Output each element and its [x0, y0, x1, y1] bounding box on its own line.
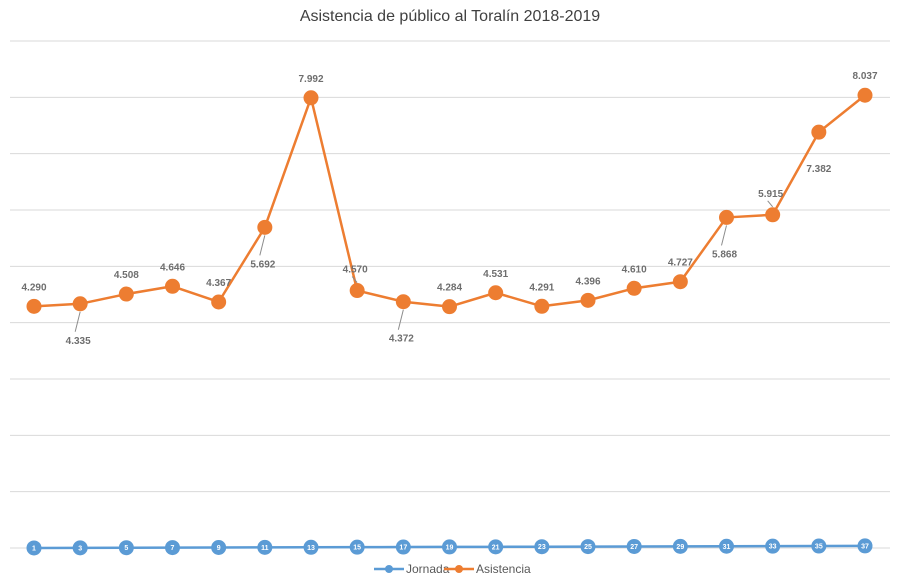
asistencia-point: [626, 280, 642, 296]
asistencia-point: [765, 207, 781, 223]
jornada-point: [488, 539, 504, 555]
leader-line: [767, 200, 774, 208]
asistencia-point: [442, 299, 457, 315]
asistencia-data-label: 7.992: [298, 74, 323, 85]
jornada-data-label: 27: [630, 544, 638, 551]
jornada-data-label: 25: [584, 544, 592, 551]
jornada-point: [442, 539, 457, 555]
jornada-data-label: 3: [78, 545, 82, 552]
legend-marker-asistencia: [455, 565, 463, 573]
series-line-asistencia: [33, 94, 866, 308]
jornada-point: [534, 539, 550, 555]
asistencia-data-label: 4.508: [114, 270, 139, 281]
jornada-data-label: 29: [676, 544, 684, 551]
asistencia-data-label: 5.692: [250, 259, 275, 270]
jornada-point: [580, 539, 596, 555]
jornada-data-label: 19: [446, 544, 454, 551]
legend-label-asistencia: Asistencia: [476, 562, 531, 576]
asistencia-point: [257, 219, 273, 235]
legend-marker-jornada: [385, 565, 393, 573]
asistencia-point: [534, 298, 550, 314]
asistencia-point: [811, 124, 827, 140]
asistencia-data-label: 4.372: [389, 334, 414, 345]
jornada-data-label: 31: [723, 544, 731, 551]
asistencia-data-label: 4.646: [160, 262, 185, 273]
jornada-data-label: 35: [815, 544, 823, 551]
asistencia-point: [211, 294, 227, 310]
asistencia-point: [26, 298, 42, 314]
leader-lines: [74, 200, 774, 332]
jornada-point: [811, 538, 827, 554]
jornada-point: [349, 539, 365, 555]
jornada-point: [165, 540, 180, 556]
asistencia-point: [349, 283, 365, 299]
data-labels: 4.290 4.335 4.508 4.646 4.367 5.692 7.992 4.570…: [21, 71, 877, 552]
asistencia-data-label: 4.531: [483, 269, 508, 280]
asistencia-point: [580, 292, 596, 308]
asistencia-point: [488, 285, 504, 301]
chart-title: Asistencia de público al Toralín 2018-20…: [299, 8, 601, 25]
jornada-data-label: 1: [32, 545, 36, 552]
series-points: [26, 87, 873, 556]
asistencia-point: [672, 274, 688, 290]
leader-line: [351, 276, 358, 283]
asistencia-data-label: 4.290: [21, 282, 46, 293]
asistencia-data-label: 4.367: [206, 278, 231, 289]
jornada-data-label: 37: [861, 543, 869, 550]
jornada-data-label: 21: [492, 544, 500, 551]
leader-line: [259, 235, 266, 256]
asistencia-data-label: 5.868: [712, 249, 737, 260]
asistencia-data-label: 4.727: [668, 258, 693, 269]
jornada-point: [857, 538, 873, 554]
asistencia-data-label: 4.396: [575, 276, 600, 287]
asistencia-data-label: 4.570: [343, 265, 368, 276]
gridlines: [10, 40, 890, 549]
jornada-point: [118, 540, 134, 556]
series-lines: [33, 94, 866, 550]
asistencia-data-label: 5.915: [758, 189, 783, 200]
legend-label-jornada: Jornada: [406, 562, 450, 576]
asistencia-data-label: 7.382: [806, 164, 831, 175]
asistencia-point: [857, 87, 873, 103]
leader-line: [721, 225, 727, 246]
asistencia-point: [303, 90, 319, 106]
jornada-data-label: 9: [217, 545, 221, 552]
asistencia-point: [719, 209, 734, 225]
jornada-point: [672, 538, 688, 554]
asistencia-point: [118, 286, 134, 302]
asistencia-data-label: 4.284: [437, 283, 462, 294]
jornada-data-label: 33: [769, 544, 777, 551]
jornada-point: [26, 540, 42, 556]
jornada-data-label: 13: [307, 545, 315, 552]
jornada-point: [72, 540, 88, 556]
asistencia-point: [395, 294, 411, 310]
jornada-data-label: 23: [538, 544, 546, 551]
asistencia-data-label: 4.610: [622, 264, 647, 275]
legend: Jornada Asistencia: [374, 562, 531, 576]
jornada-data-label: 15: [353, 545, 361, 552]
leader-line: [397, 309, 404, 330]
jornada-data-label: 7: [171, 545, 175, 552]
jornada-data-label: 5: [124, 545, 128, 552]
asistencia-data-label: 8.037: [852, 71, 877, 82]
leader-line: [74, 311, 81, 332]
asistencia-point: [165, 278, 180, 294]
jornada-point: [395, 539, 411, 555]
jornada-point: [303, 539, 319, 555]
jornada-data-label: 11: [261, 545, 269, 552]
asistencia-point: [72, 296, 88, 312]
jornada-point: [211, 539, 227, 555]
jornada-point: [626, 538, 642, 554]
asistencia-data-label: 4.291: [529, 282, 554, 293]
jornada-point: [765, 538, 781, 554]
jornada-point: [719, 538, 734, 554]
jornada-data-label: 17: [399, 545, 407, 552]
jornada-point: [257, 539, 273, 555]
asistencia-data-label: 4.335: [66, 336, 91, 347]
